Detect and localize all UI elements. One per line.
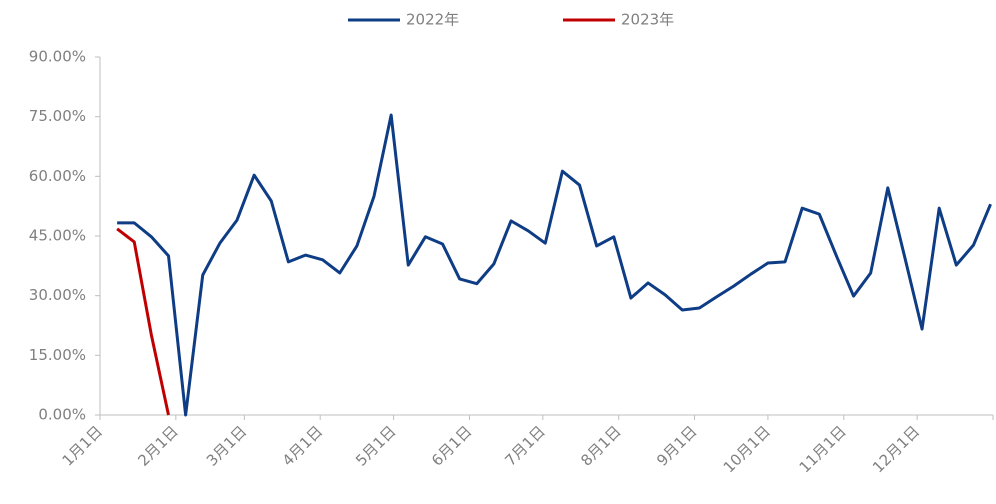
y-tick-label: 45.00%: [29, 227, 86, 245]
x-tick-label: 8月1日: [577, 422, 624, 469]
x-tick-label: 4月1日: [279, 422, 326, 469]
x-tick-label: 10月1日: [720, 422, 774, 476]
x-tick-label: 12月1日: [869, 422, 923, 476]
x-tick-label: 11月1日: [796, 422, 850, 476]
y-tick-label: 60.00%: [29, 167, 86, 185]
legend-label: 2023年: [621, 11, 674, 29]
legend-label: 2022年: [406, 11, 459, 29]
x-tick-label: 9月1日: [653, 422, 700, 469]
y-tick-label: 0.00%: [38, 406, 86, 424]
series-line: [116, 227, 170, 416]
y-tick-label: 90.00%: [29, 48, 86, 66]
y-tick-label: 15.00%: [29, 346, 86, 364]
x-tick-label: 1月1日: [59, 422, 106, 469]
y-tick-label: 75.00%: [29, 107, 86, 125]
x-tick-label: 3月1日: [203, 422, 250, 469]
x-tick-label: 6月1日: [428, 422, 475, 469]
x-tick-label: 5月1日: [352, 422, 399, 469]
x-tick-label: 7月1日: [501, 422, 548, 469]
series-line: [117, 113, 992, 417]
y-tick-label: 30.00%: [29, 286, 86, 304]
x-tick-label: 2月1日: [134, 422, 181, 469]
